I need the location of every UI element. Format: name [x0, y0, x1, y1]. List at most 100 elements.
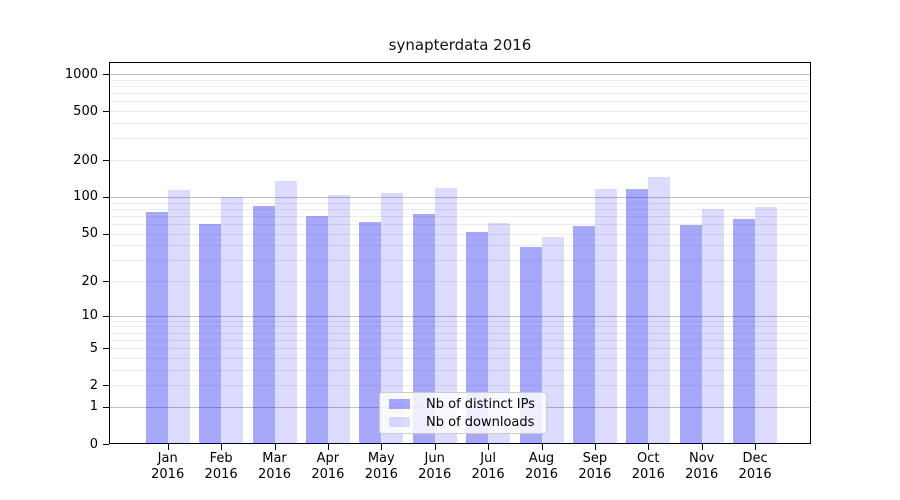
x-tick-mark: [701, 444, 703, 450]
bar-series1-nov: [701, 208, 724, 444]
y-tick-label: 1: [89, 399, 98, 415]
gridline-minor: [110, 332, 810, 334]
y-tick-label: 500: [73, 103, 98, 119]
bar-series0-apr: [305, 215, 328, 444]
bar-series1-jun: [434, 188, 457, 444]
x-tick-label: Oct 2016: [631, 451, 665, 482]
y-tick-label: 2: [89, 377, 98, 393]
x-tick-mark: [434, 444, 436, 450]
x-tick-label: Apr 2016: [311, 451, 345, 482]
gridline-minor: [110, 208, 810, 210]
gridline-minor: [110, 123, 810, 125]
y-tick-label: 200: [73, 152, 98, 168]
gridline-minor: [110, 385, 810, 387]
gridline-major: [110, 315, 810, 317]
legend: Nb of distinct IPs Nb of downloads: [379, 392, 547, 434]
y-tick-mark: [103, 160, 109, 161]
bar-series0-oct: [626, 188, 649, 444]
bar-series0-nov: [679, 224, 702, 444]
y-tick-mark: [103, 444, 109, 445]
bar-series1-feb: [221, 196, 244, 444]
y-tick-label: 5: [89, 340, 98, 356]
x-tick-label: Dec 2016: [738, 451, 772, 482]
bar-series1-dec: [755, 206, 778, 444]
gridline-minor: [110, 369, 810, 371]
gridline-minor: [110, 357, 810, 359]
gridline-minor: [110, 281, 810, 282]
bar-series0-mar: [252, 205, 275, 444]
y-tick-mark: [103, 385, 109, 387]
bar-series1-mar: [274, 181, 297, 444]
x-tick-mark: [648, 444, 650, 450]
gridline-minor: [110, 339, 810, 341]
gridline-minor: [110, 245, 810, 247]
x-tick-mark: [167, 444, 169, 450]
bar-series1-apr: [327, 194, 350, 444]
gridline-minor: [110, 101, 810, 103]
bar-series0-may: [359, 222, 382, 444]
gridline-minor: [110, 320, 810, 322]
legend-label-distinct-ips: Nb of distinct IPs: [426, 396, 535, 412]
y-tick-mark: [103, 348, 109, 350]
x-tick-mark: [755, 444, 757, 450]
gridline-major: [110, 196, 810, 198]
x-tick-mark: [327, 444, 329, 450]
y-tick-mark: [103, 111, 109, 113]
legend-row-downloads: Nb of downloads: [389, 415, 537, 430]
y-tick-label: 50: [81, 226, 98, 241]
bar-series1-may: [381, 193, 404, 444]
y-tick-mark: [103, 196, 109, 198]
x-tick-label: May 2016: [364, 451, 398, 482]
x-tick-label: Mar 2016: [257, 451, 292, 482]
gridline-minor: [110, 260, 810, 262]
bar-series0-feb: [199, 223, 222, 444]
gridline-minor: [110, 223, 810, 225]
y-tick-label: 10: [81, 308, 98, 324]
bar-series1-sep: [594, 189, 617, 444]
x-tick-label: Feb 2016: [204, 451, 238, 482]
bar-series0-jul: [466, 232, 489, 444]
gridline-minor: [110, 93, 810, 95]
legend-swatch-distinct-ips: [389, 399, 410, 409]
gridline-minor: [110, 160, 810, 161]
gridline-minor: [110, 79, 810, 81]
gridline-major: [110, 74, 810, 76]
legend-label-downloads: Nb of downloads: [426, 414, 535, 430]
bar-series1-jan: [167, 190, 190, 444]
x-tick-mark: [221, 444, 223, 450]
x-tick-label: Nov 2016: [685, 451, 719, 482]
x-tick-mark: [488, 444, 490, 450]
gridline-minor: [110, 111, 810, 113]
bar-series1-jul: [488, 223, 511, 444]
y-tick-label: 100: [73, 189, 98, 205]
gridline-minor: [110, 326, 810, 328]
x-tick-mark: [381, 444, 383, 450]
gridline-minor: [110, 138, 810, 140]
bar-series0-jun: [412, 214, 435, 444]
gridline-minor: [110, 348, 810, 350]
x-tick-mark: [274, 444, 276, 450]
bar-series0-sep: [572, 225, 595, 444]
y-tick-mark: [103, 281, 109, 282]
gridline-minor: [110, 86, 810, 87]
gridline-minor: [110, 233, 810, 235]
y-tick-label: 0: [89, 436, 98, 452]
x-tick-label: Aug 2016: [524, 451, 559, 482]
x-tick-label: Jul 2016: [471, 451, 505, 482]
plot-area: 0 1 2 5 10 20 50 100 200 500 1000 Jan 2016 Feb 2016 Mar…: [65, 62, 811, 482]
y-tick-mark: [103, 406, 109, 408]
x-tick-mark: [541, 444, 543, 450]
y-tick-mark: [103, 315, 109, 317]
y-tick-label: 20: [81, 273, 98, 289]
bar-series1-aug: [541, 236, 564, 444]
y-tick-mark: [103, 74, 109, 76]
x-tick-mark: [594, 444, 596, 450]
gridline-minor: [110, 202, 810, 204]
bar-series0-jan: [145, 212, 168, 444]
chart-title: synapterdata 2016: [388, 36, 532, 54]
legend-row-distinct-ips: Nb of distinct IPs: [389, 397, 537, 412]
bar-series1-oct: [648, 176, 671, 444]
x-tick-label: Sep 2016: [578, 451, 612, 482]
bar-series0-dec: [733, 218, 756, 444]
